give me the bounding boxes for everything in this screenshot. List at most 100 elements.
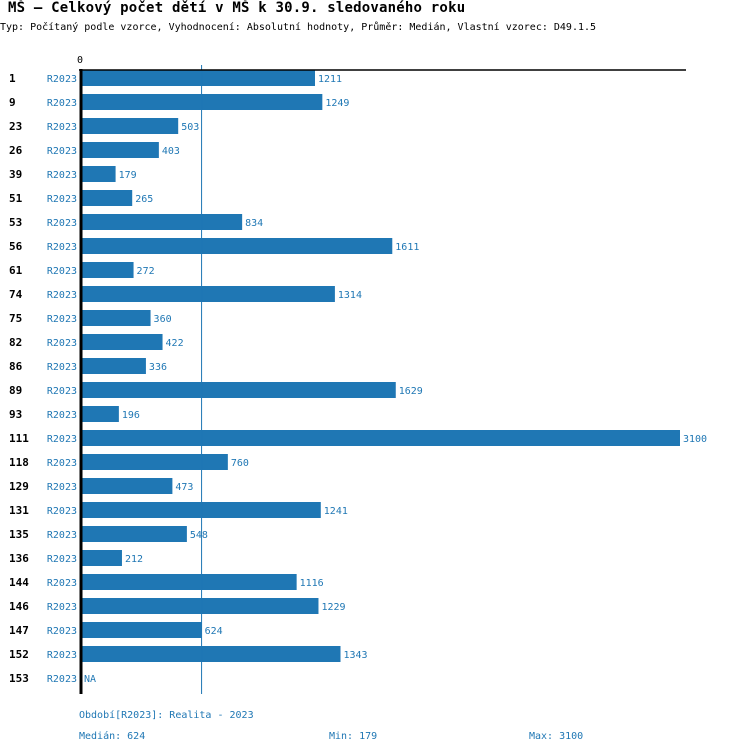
bar xyxy=(81,622,202,638)
period-legend: Období[R2023]: Realita - 2023 xyxy=(79,710,254,721)
series-label: R2023 xyxy=(47,122,77,133)
value-label: 422 xyxy=(166,338,184,349)
category-label: 75 xyxy=(9,312,22,325)
bar xyxy=(81,334,163,350)
chart-subtitle: Typ: Počítaný podle vzorce, Vyhodnocení:… xyxy=(0,22,597,33)
series-label: R2023 xyxy=(47,602,77,613)
bar xyxy=(81,550,122,566)
category-label: 152 xyxy=(9,648,29,661)
category-label: 153 xyxy=(9,672,29,685)
bar xyxy=(81,142,159,158)
series-label: R2023 xyxy=(47,674,77,685)
value-label: 212 xyxy=(125,554,143,565)
bar xyxy=(81,166,116,182)
series-label: R2023 xyxy=(47,506,77,517)
value-label: 360 xyxy=(154,314,172,325)
series-label: R2023 xyxy=(47,266,77,277)
category-label: 86 xyxy=(9,360,23,373)
value-label: 196 xyxy=(122,410,140,421)
category-label: 111 xyxy=(9,432,29,445)
category-label: 144 xyxy=(9,576,29,589)
bar xyxy=(81,70,315,86)
series-label: R2023 xyxy=(47,74,77,85)
value-label: 1314 xyxy=(338,290,362,301)
bar xyxy=(81,358,146,374)
max-stat: Max: 3100 xyxy=(529,731,584,742)
bar xyxy=(81,238,393,254)
series-label: R2023 xyxy=(47,98,77,109)
bar xyxy=(81,454,228,470)
bar xyxy=(81,310,151,326)
bar xyxy=(81,214,243,230)
bar xyxy=(81,526,187,542)
min-stat: Min: 179 xyxy=(329,731,378,742)
series-label: R2023 xyxy=(47,194,77,205)
value-label: 336 xyxy=(149,362,167,373)
series-label: R2023 xyxy=(47,578,77,589)
series-label: R2023 xyxy=(47,554,77,565)
value-label: 760 xyxy=(231,458,249,469)
bar xyxy=(81,646,341,662)
series-label: R2023 xyxy=(47,338,77,349)
value-label: 1249 xyxy=(325,98,349,109)
value-label: 403 xyxy=(162,146,180,157)
series-label: R2023 xyxy=(47,482,77,493)
series-label: R2023 xyxy=(47,626,77,637)
category-label: 93 xyxy=(9,408,22,421)
bar xyxy=(81,262,134,278)
series-label: R2023 xyxy=(47,434,77,445)
labels-layer: 1 R2023 1211 9 R2023 1249 23 R2023 503 26 R2023 403… xyxy=(9,72,707,685)
chart-title: MŠ – Celkový počet dětí v MŠ k 30.9. sle… xyxy=(8,0,466,16)
category-label: 61 xyxy=(9,264,23,277)
value-label: 624 xyxy=(205,626,223,637)
series-label: R2023 xyxy=(47,410,77,421)
x-tick-label: 0 xyxy=(77,55,83,66)
series-label: R2023 xyxy=(47,386,77,397)
category-label: 131 xyxy=(9,504,29,517)
value-label: 3100 xyxy=(683,434,707,445)
value-label: 1611 xyxy=(395,242,419,253)
category-label: 118 xyxy=(9,456,29,469)
bar xyxy=(81,598,319,614)
category-label: 147 xyxy=(9,624,29,637)
category-label: 26 xyxy=(9,144,23,157)
series-label: R2023 xyxy=(47,530,77,541)
series-label: R2023 xyxy=(47,290,77,301)
value-label: 1343 xyxy=(344,650,368,661)
value-label: 834 xyxy=(245,218,263,229)
bar xyxy=(81,502,321,518)
series-label: R2023 xyxy=(47,170,77,181)
value-label: 265 xyxy=(135,194,153,205)
value-label: 1211 xyxy=(318,74,342,85)
series-label: R2023 xyxy=(47,314,77,325)
category-label: 1 xyxy=(9,72,16,85)
series-label: R2023 xyxy=(47,146,77,157)
series-label: R2023 xyxy=(47,242,77,253)
value-label: NA xyxy=(84,674,96,685)
category-label: 51 xyxy=(9,192,23,205)
value-label: 503 xyxy=(181,122,199,133)
series-label: R2023 xyxy=(47,218,77,229)
bar xyxy=(81,118,179,134)
bar xyxy=(81,406,119,422)
median-stat: Medián: 624 xyxy=(79,731,146,742)
category-label: 135 xyxy=(9,528,29,541)
bar xyxy=(81,382,396,398)
category-label: 74 xyxy=(9,288,23,301)
category-label: 53 xyxy=(9,216,22,229)
category-label: 9 xyxy=(9,96,16,109)
value-label: 473 xyxy=(175,482,193,493)
value-label: 1116 xyxy=(300,578,324,589)
category-label: 82 xyxy=(9,336,22,349)
bar xyxy=(81,478,173,494)
category-label: 23 xyxy=(9,120,22,133)
category-label: 89 xyxy=(9,384,22,397)
category-label: 56 xyxy=(9,240,23,253)
bar xyxy=(81,190,133,206)
category-label: 136 xyxy=(9,552,29,565)
value-label: 1629 xyxy=(399,386,423,397)
value-label: 179 xyxy=(119,170,137,181)
series-label: R2023 xyxy=(47,650,77,661)
value-label: 1241 xyxy=(324,506,348,517)
